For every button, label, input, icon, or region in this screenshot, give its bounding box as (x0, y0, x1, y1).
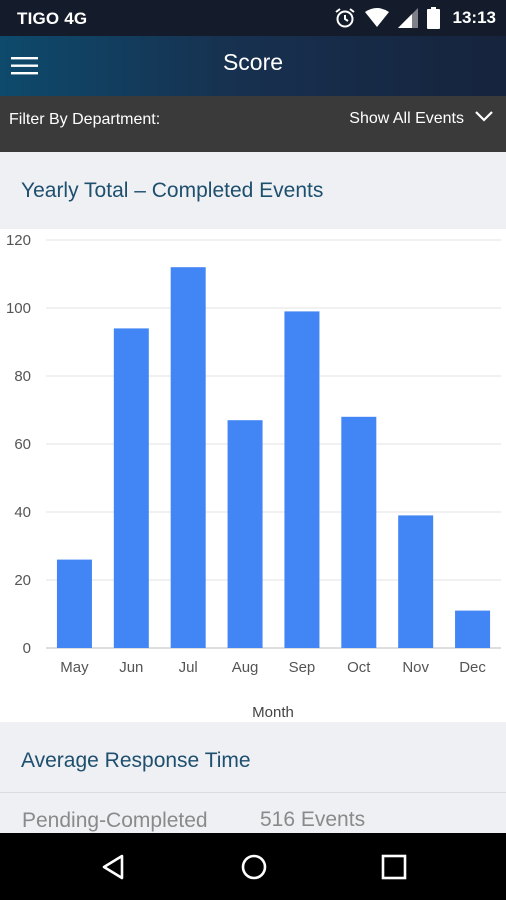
chart-x-axis-label: Month (252, 704, 294, 721)
chart-section-title: Yearly Total – Completed Events (21, 179, 324, 202)
bar-dec[interactable] (455, 610, 491, 648)
bar-oct[interactable] (341, 416, 377, 648)
department-filter-dropdown[interactable]: Show All Events (349, 109, 494, 128)
chevron-down-icon (474, 109, 494, 128)
home-icon[interactable] (238, 851, 270, 883)
bar-chart: 0 20 40 60 80 100 120 May Jun Jul Aug Sep Oct Nov Dec… (6, 232, 501, 721)
filter-label: Filter By Department: (9, 111, 161, 128)
x-tick-label: Nov (402, 659, 429, 676)
filter-selected-value: Show All Events (349, 109, 464, 127)
wifi-icon (364, 8, 389, 28)
chart-x-ticks: May Jun Jul Aug Sep Oct Nov Dec (60, 659, 486, 676)
chart-card: 0 20 40 60 80 100 120 May Jun Jul Aug Sep Oct Nov Dec… (0, 229, 506, 722)
bar-jul[interactable] (170, 267, 206, 648)
recents-icon[interactable] (378, 851, 410, 883)
metric-label: Pending-Completed (22, 809, 208, 832)
y-tick-label: 0 (23, 640, 31, 657)
status-icons: 13:13 (334, 6, 496, 30)
clock: 13:13 (452, 8, 496, 27)
page-title: Score (222, 49, 284, 75)
x-tick-label: Jul (179, 659, 198, 676)
y-tick-label: 60 (14, 436, 31, 453)
bar-jun[interactable] (113, 328, 149, 648)
section-divider (0, 792, 506, 793)
signal-icon (397, 8, 418, 28)
bar-may[interactable] (56, 559, 92, 648)
bar-aug[interactable] (227, 420, 263, 648)
x-tick-label: Aug (232, 659, 259, 676)
filter-bar: Filter By Department: Show All Events (0, 96, 506, 152)
y-tick-label: 40 (14, 504, 31, 521)
battery-icon (426, 7, 440, 29)
chart-bars (56, 267, 491, 648)
x-tick-label: Oct (347, 659, 371, 676)
x-tick-label: May (60, 659, 89, 676)
y-tick-label: 20 (14, 572, 31, 589)
response-section: Average Response Time Pending-Completed … (0, 722, 506, 833)
alarm-icon (334, 7, 356, 29)
metric-value: 516 Events (260, 808, 366, 831)
app-bar: Score (0, 36, 506, 96)
hamburger-menu-icon[interactable] (11, 54, 39, 78)
bar-sep[interactable] (284, 311, 320, 648)
navigation-bar (0, 833, 506, 900)
status-bar: TIGO 4G 13:13 (0, 0, 506, 36)
bar-nov[interactable] (398, 515, 434, 648)
x-tick-label: Sep (289, 659, 316, 676)
y-tick-label: 80 (14, 368, 31, 385)
chart-y-ticks: 0 20 40 60 80 100 120 (6, 232, 31, 657)
response-section-title: Average Response Time (21, 749, 251, 772)
carrier-label: TIGO 4G (17, 9, 88, 28)
y-tick-label: 100 (6, 300, 31, 317)
x-tick-label: Jun (119, 659, 143, 676)
y-tick-label: 120 (6, 232, 31, 249)
x-tick-label: Dec (459, 659, 486, 676)
back-icon[interactable] (98, 851, 130, 883)
chart-section-header: Yearly Total – Completed Events (0, 152, 506, 230)
